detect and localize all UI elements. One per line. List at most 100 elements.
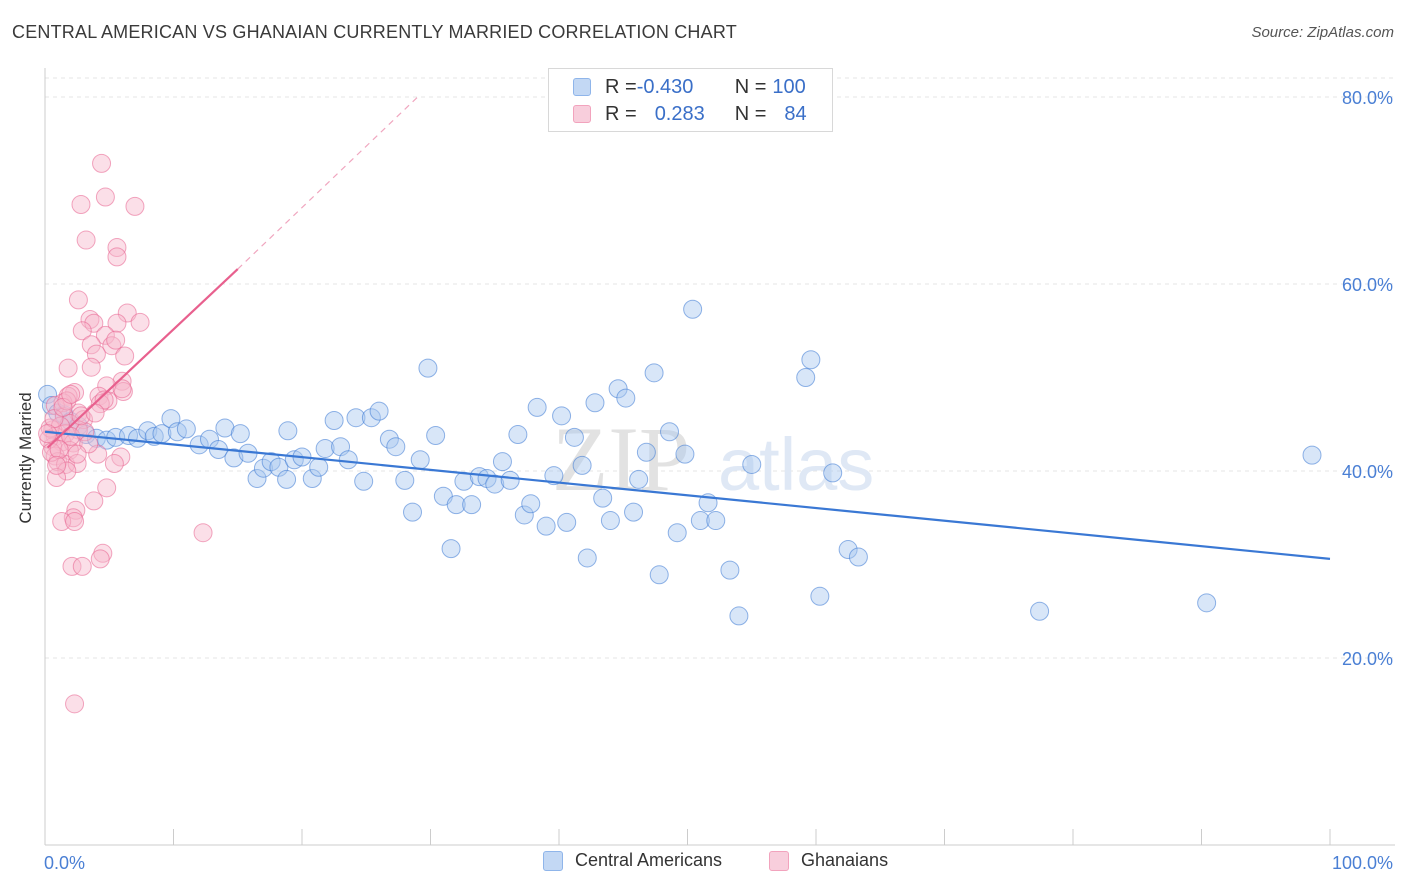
x-tick-label-min: 0.0% <box>44 853 85 873</box>
data-point <box>84 491 104 511</box>
data-point <box>128 428 148 448</box>
legend-item-ghanaians[interactable]: Ghanaians <box>769 850 888 871</box>
data-point <box>74 410 94 430</box>
data-point <box>85 403 105 423</box>
data-point <box>706 511 726 531</box>
data-point <box>616 388 636 408</box>
r-value: -0.430 <box>636 75 694 98</box>
data-point <box>253 458 273 478</box>
data-point <box>68 290 88 310</box>
data-point <box>49 439 69 459</box>
series-legend: Central Americans Ghanaians <box>0 850 1406 878</box>
legend-swatch-central-americans <box>573 78 591 96</box>
data-point <box>65 694 85 714</box>
data-point <box>508 425 528 445</box>
data-point <box>247 468 267 488</box>
legend-row-central-americans: R = -0.430 N = 100 <box>573 74 806 100</box>
data-point <box>462 495 482 515</box>
legend-item-central-americans[interactable]: Central Americans <box>543 850 722 871</box>
data-point <box>492 452 512 472</box>
trendline-ghanaians-extension <box>237 96 419 270</box>
data-point <box>369 401 389 421</box>
data-point <box>90 549 110 569</box>
data-point <box>742 454 762 474</box>
data-point <box>564 427 584 447</box>
data-point <box>600 511 620 531</box>
data-point <box>810 586 830 606</box>
data-point <box>57 461 77 481</box>
data-point <box>395 470 415 490</box>
data-point <box>269 457 289 477</box>
chart-title: CENTRAL AMERICAN VS GHANAIAN CURRENTLY M… <box>12 22 737 42</box>
data-point <box>193 523 213 543</box>
y-tick-label: 20.0% <box>1342 649 1393 669</box>
watermark: ZIP atlas <box>552 408 874 510</box>
data-point <box>823 463 843 483</box>
data-point <box>92 153 112 173</box>
data-point <box>361 408 381 428</box>
data-point <box>585 393 605 413</box>
data-point <box>720 560 740 580</box>
data-point <box>95 187 115 207</box>
data-point <box>521 494 541 514</box>
data-point <box>649 565 669 585</box>
series-ghanaians <box>38 153 213 714</box>
data-point <box>84 313 104 333</box>
data-point <box>848 547 868 567</box>
data-point <box>72 556 92 576</box>
data-point <box>796 368 816 387</box>
n-key: N = <box>734 75 767 98</box>
data-point <box>62 556 82 576</box>
data-point <box>660 422 680 442</box>
data-point <box>629 469 649 489</box>
data-point <box>104 454 124 474</box>
legend-row-ghanaians: R = 0.283 N = 84 <box>573 101 807 127</box>
data-point <box>527 397 547 417</box>
data-point <box>354 471 374 491</box>
data-point <box>106 330 126 350</box>
data-point <box>76 230 96 250</box>
r-key: R = <box>605 75 637 98</box>
data-point <box>97 376 117 396</box>
legend-swatch-central-americans <box>543 850 563 871</box>
y-tick-label: 60.0% <box>1342 275 1393 295</box>
r-key: R = <box>605 102 637 125</box>
data-point <box>838 540 858 560</box>
data-point <box>536 516 556 536</box>
data-point <box>1302 445 1322 465</box>
data-point <box>95 325 115 345</box>
trendline-ghanaians <box>46 268 239 449</box>
data-point <box>1197 593 1217 613</box>
data-point <box>58 358 78 378</box>
legend-label: Ghanaians <box>801 850 889 870</box>
data-point <box>71 195 91 215</box>
data-point <box>277 469 297 489</box>
data-point <box>112 379 132 399</box>
data-point <box>683 299 703 319</box>
data-point <box>115 346 135 366</box>
data-point <box>624 502 644 522</box>
data-point <box>552 406 572 426</box>
data-point <box>1030 601 1050 621</box>
legend-swatch-ghanaians <box>573 105 591 123</box>
data-point <box>97 478 117 498</box>
data-point <box>302 468 322 488</box>
data-point <box>441 539 461 559</box>
legend-swatch-ghanaians <box>769 850 789 871</box>
data-point <box>446 495 466 515</box>
data-point <box>47 455 67 475</box>
trendline-central-americans <box>44 430 1331 560</box>
data-point <box>324 411 344 431</box>
data-point <box>500 470 520 490</box>
data-point <box>102 336 122 356</box>
y-tick-label: 40.0% <box>1342 462 1393 482</box>
data-point <box>418 358 438 378</box>
data-point <box>485 474 505 494</box>
data-point <box>403 502 423 522</box>
data-point <box>379 429 399 449</box>
data-point <box>230 424 250 444</box>
data-point <box>338 450 358 470</box>
data-point <box>189 435 209 455</box>
data-point <box>72 321 92 341</box>
data-point <box>125 196 145 216</box>
